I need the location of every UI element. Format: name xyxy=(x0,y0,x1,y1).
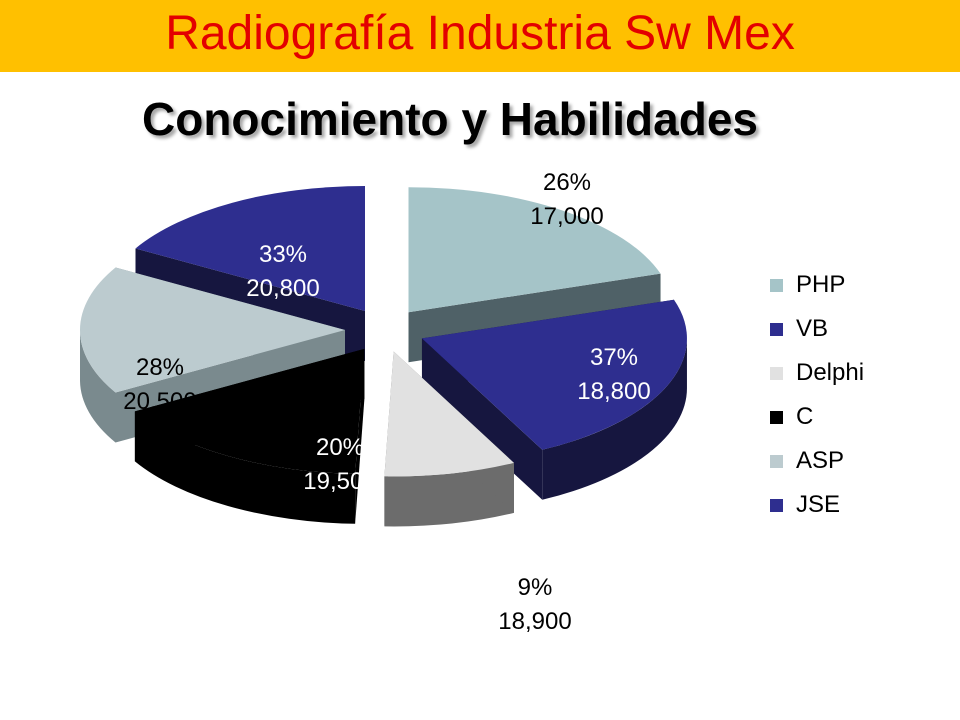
chart-title: Conocimiento y Habilidades xyxy=(142,93,758,145)
chart-legend: PHP VB Delphi C ASP JSE xyxy=(770,270,930,534)
slice-side-wall xyxy=(542,338,687,500)
title-banner: Radiografía Industria Sw Mex xyxy=(0,0,960,72)
data-label-value: 18,800 xyxy=(577,378,650,405)
data-label-value: 20,500 xyxy=(123,388,196,415)
legend-label: ASP xyxy=(796,447,845,474)
slice-cut-wall xyxy=(421,338,543,500)
slide-title: Radiografía Industria Sw Mex xyxy=(165,7,795,60)
data-label-value: 17,000 xyxy=(530,203,603,230)
slice-top-face xyxy=(135,185,365,311)
pie-slice-c xyxy=(134,348,365,524)
data-label-percent: 26% xyxy=(543,169,591,196)
legend-item-vb: VB xyxy=(770,314,930,344)
slice-top-face xyxy=(421,299,687,450)
pie-slice-delphi xyxy=(384,351,514,527)
legend-swatch xyxy=(770,366,783,380)
legend-swatch xyxy=(770,278,783,292)
slice-top-face xyxy=(79,267,345,393)
legend-swatch xyxy=(770,410,783,424)
data-label-percent: 9% xyxy=(518,574,553,601)
data-label-percent: 28% xyxy=(136,354,184,381)
legend-swatch xyxy=(770,322,783,336)
legend-item-asp: ASP xyxy=(770,446,930,476)
legend-swatch xyxy=(770,454,783,468)
legend-item-jse: JSE xyxy=(770,490,930,520)
slice-top-face xyxy=(384,351,514,477)
legend-item-php: PHP xyxy=(770,270,930,300)
data-label-value: 20,800 xyxy=(246,275,319,302)
data-label-percent: 20% xyxy=(316,434,364,461)
data-label-value: 18,900 xyxy=(498,608,571,635)
legend-label: Delphi xyxy=(796,359,865,386)
pie-slice-vb xyxy=(421,299,687,500)
slice-side-wall xyxy=(134,411,356,524)
data-label-percent: 37% xyxy=(590,344,638,371)
slice-top-face xyxy=(408,187,661,313)
legend-swatch xyxy=(770,498,783,512)
legend-item-c: C xyxy=(770,402,930,432)
data-label-value: 19,500 xyxy=(303,468,376,495)
slice-top-face xyxy=(134,348,365,474)
legend-item-delphi: Delphi xyxy=(770,358,930,388)
data-label-percent: 33% xyxy=(259,241,307,268)
legend-label: VB xyxy=(796,315,829,342)
legend-label: PHP xyxy=(796,271,846,298)
legend-label: C xyxy=(796,403,814,430)
legend-label: JSE xyxy=(796,491,841,518)
slice-side-wall xyxy=(80,330,116,443)
